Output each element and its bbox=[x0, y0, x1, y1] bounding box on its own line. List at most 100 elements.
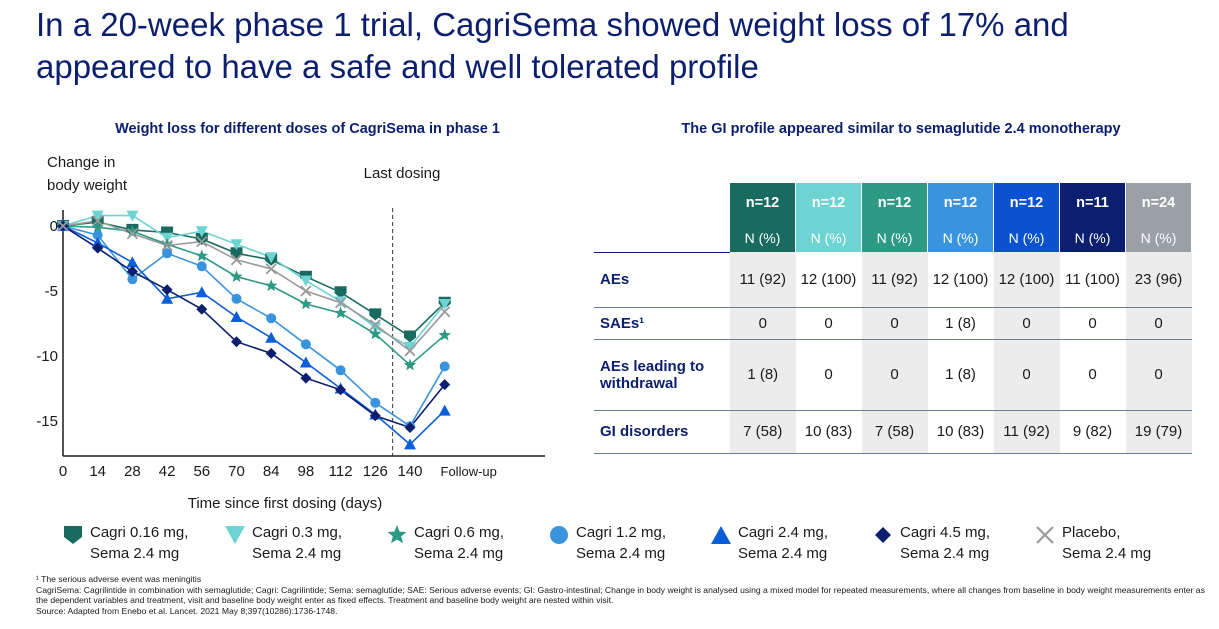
col-unit-6: N (%) bbox=[1125, 223, 1192, 252]
data-point bbox=[195, 249, 208, 262]
data-point bbox=[369, 410, 381, 422]
cell: 0 bbox=[993, 338, 1060, 410]
data-point bbox=[369, 327, 382, 340]
table-subtitle: The GI profile appeared similar to semag… bbox=[681, 121, 1121, 137]
data-point bbox=[438, 299, 451, 310]
data-point bbox=[126, 256, 139, 268]
cell: 11 (92) bbox=[730, 252, 796, 307]
x-tick-label: Follow-up bbox=[441, 464, 497, 479]
data-point bbox=[335, 365, 346, 376]
data-point bbox=[265, 331, 278, 343]
row-label-line1: AEs leading to bbox=[600, 357, 705, 375]
legend-item: Cagri 1.2 mg, Sema 2.4 mg bbox=[548, 522, 708, 564]
cell: 7 (58) bbox=[861, 409, 928, 454]
col-unit-2: N (%) bbox=[861, 223, 928, 252]
triangle-up-marker-icon bbox=[711, 526, 731, 544]
col-unit-1: N (%) bbox=[795, 223, 862, 252]
x-tick-label: 70 bbox=[228, 463, 245, 480]
legend-label-line1: Placebo, bbox=[1062, 524, 1121, 541]
data-point bbox=[265, 263, 277, 275]
col-unit-5: N (%) bbox=[1059, 223, 1126, 252]
axes: 0 -5 -10 -15 0 14 28 42 56 70 84 98 112 126 140 Follow-… bbox=[36, 208, 545, 480]
data-point bbox=[300, 285, 312, 297]
cell: 0 bbox=[1125, 338, 1192, 410]
data-point bbox=[195, 286, 208, 298]
data-point bbox=[231, 336, 242, 348]
data-point bbox=[403, 358, 417, 371]
data-point bbox=[266, 313, 277, 324]
data-point bbox=[334, 297, 347, 309]
cell: 0 bbox=[993, 306, 1060, 339]
legend-item: Cagri 0.16 mg, Sema 2.4 mg bbox=[62, 522, 222, 564]
y-axis-label-line1: Change in bbox=[47, 154, 115, 171]
last-dosing-label: Last dosing bbox=[364, 165, 441, 182]
data-point bbox=[57, 220, 69, 232]
cell: 11 (100) bbox=[1065, 270, 1120, 288]
unit-empty bbox=[594, 223, 730, 253]
data-point bbox=[334, 286, 347, 299]
legend-label-line1: Cagri 4.5 mg, bbox=[900, 524, 991, 541]
data-point bbox=[91, 220, 104, 233]
cell: 19 (79) bbox=[1125, 409, 1192, 454]
legend-label-line1: Cagri 0.6 mg, bbox=[414, 524, 505, 541]
cell: 1 (8) bbox=[730, 338, 796, 410]
legend-item: Cagri 0.3 mg, Sema 2.4 mg bbox=[224, 522, 384, 564]
legend-label-line1: Cagri 0.16 mg, bbox=[90, 524, 189, 541]
series-markers bbox=[56, 210, 451, 450]
weight-loss-chart: Change in body weight Last dosing 0 -5 -10… bbox=[36, 154, 545, 512]
data-point bbox=[195, 233, 208, 245]
diamond-marker-icon bbox=[875, 527, 891, 543]
cell: 0 bbox=[1059, 306, 1126, 339]
data-point bbox=[335, 384, 347, 396]
data-point bbox=[404, 330, 416, 343]
cell: 0 bbox=[730, 306, 796, 339]
cell: 0 bbox=[861, 338, 928, 410]
row-label-withdrawal: AEs leading to withdrawal bbox=[594, 338, 730, 410]
data-point bbox=[126, 228, 139, 240]
cell: 12 (100) bbox=[993, 252, 1060, 307]
x-tick-label: 84 bbox=[263, 463, 280, 480]
data-point bbox=[196, 235, 208, 248]
x-tick-label: 14 bbox=[89, 463, 106, 480]
legend-label-line1: Cagri 0.3 mg, bbox=[252, 524, 343, 541]
col-n-5: n=11 bbox=[1059, 183, 1126, 223]
legend-label-line2: Sema 2.4 mg bbox=[900, 545, 990, 562]
data-point bbox=[404, 422, 416, 433]
y-axis-label-line2: body weight bbox=[47, 177, 128, 194]
data-point bbox=[196, 261, 207, 272]
cell: 10 (83) bbox=[795, 409, 862, 454]
data-point bbox=[162, 248, 173, 259]
col-unit-0: N (%) bbox=[730, 223, 796, 252]
legend-label-line1: Cagri 2.4 mg, bbox=[738, 524, 829, 541]
data-point bbox=[92, 215, 104, 227]
x-tick-label: 98 bbox=[298, 463, 315, 480]
data-point bbox=[195, 226, 208, 238]
table-row: AEs leading to withdrawal 1 (8) 0 0 1 (8… bbox=[594, 338, 1192, 410]
triangle-down-marker-icon bbox=[225, 526, 245, 544]
data-point bbox=[300, 339, 311, 350]
col-unit-3: N (%) bbox=[927, 223, 994, 252]
x-tick-label: 126 bbox=[363, 463, 388, 480]
series-line bbox=[62, 225, 446, 367]
data-point bbox=[299, 297, 313, 310]
cell: 0 bbox=[1125, 306, 1192, 339]
series-line bbox=[62, 219, 446, 352]
x-tick-label: 56 bbox=[193, 463, 210, 480]
data-point bbox=[334, 306, 347, 319]
data-point bbox=[161, 239, 173, 252]
y-tick-label: -15 bbox=[36, 413, 58, 430]
data-point bbox=[160, 237, 174, 250]
data-point bbox=[404, 438, 416, 450]
table-row: SAEs¹ 0 0 0 1 (8) 0 0 0 bbox=[594, 306, 1192, 339]
col-n-6: n=24 bbox=[1125, 183, 1192, 223]
data-point bbox=[161, 284, 173, 296]
data-point bbox=[230, 254, 243, 266]
series-line bbox=[62, 225, 446, 428]
legend-label-line2: Sema 2.4 mg bbox=[576, 545, 666, 562]
legend-label-line2: Sema 2.4 mg bbox=[90, 545, 180, 562]
row-label-line2: withdrawal bbox=[600, 374, 678, 392]
legend-label-line2: Sema 2.4 mg bbox=[252, 545, 342, 562]
cell: 12 (100) bbox=[932, 270, 989, 288]
data-point bbox=[265, 279, 278, 292]
data-point bbox=[230, 270, 243, 282]
